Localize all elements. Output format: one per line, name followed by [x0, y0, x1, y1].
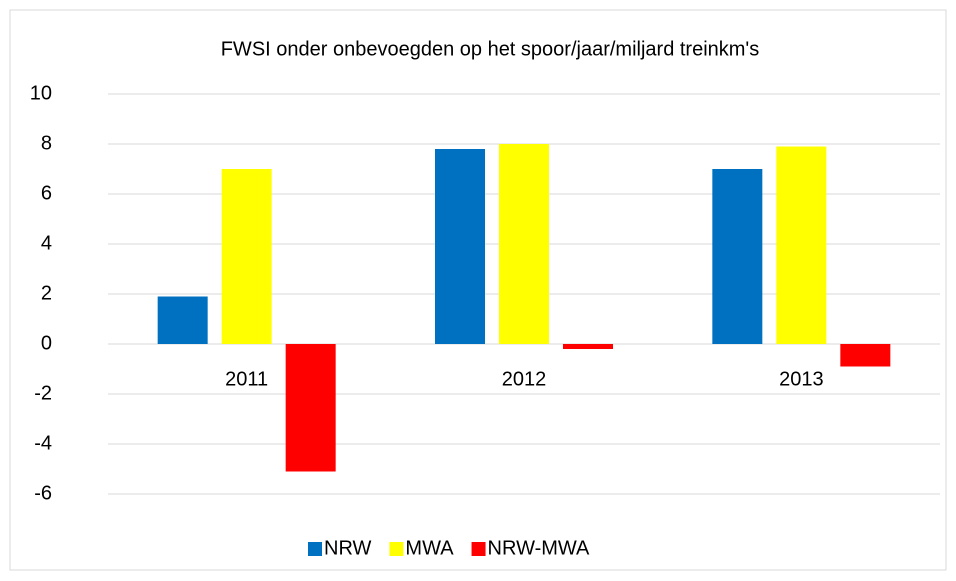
y-tick-label: -2 — [34, 382, 52, 404]
x-tick-label: 2012 — [502, 368, 547, 390]
bar — [221, 169, 272, 344]
bar — [157, 296, 208, 344]
y-tick-label: 4 — [41, 232, 52, 254]
legend-label: NRW-MWA — [488, 537, 590, 559]
legend-label: NRW — [324, 537, 372, 559]
legend-swatch — [471, 542, 486, 556]
y-tick-label: 0 — [41, 332, 52, 354]
y-tick-label: -6 — [34, 482, 52, 504]
bar — [776, 146, 827, 344]
bar — [712, 169, 763, 344]
bar — [563, 344, 613, 349]
x-tick-label: 2013 — [779, 368, 824, 390]
x-tick-label: 2011 — [225, 368, 268, 390]
legend-swatch — [389, 542, 404, 556]
y-tick-label: -4 — [34, 432, 52, 454]
chart-title: FWSI onder onbevoegden op het spoor/jaar… — [221, 38, 760, 60]
bar — [285, 344, 336, 472]
y-tick-label: 10 — [30, 82, 52, 104]
bar — [499, 144, 549, 344]
y-tick-label: 8 — [41, 132, 52, 154]
legend-swatch — [308, 542, 322, 556]
legend-label: MWA — [405, 537, 454, 559]
bar — [435, 149, 485, 344]
y-tick-label: 6 — [41, 182, 52, 204]
y-tick-label: 2 — [41, 282, 52, 304]
bar — [840, 344, 891, 367]
